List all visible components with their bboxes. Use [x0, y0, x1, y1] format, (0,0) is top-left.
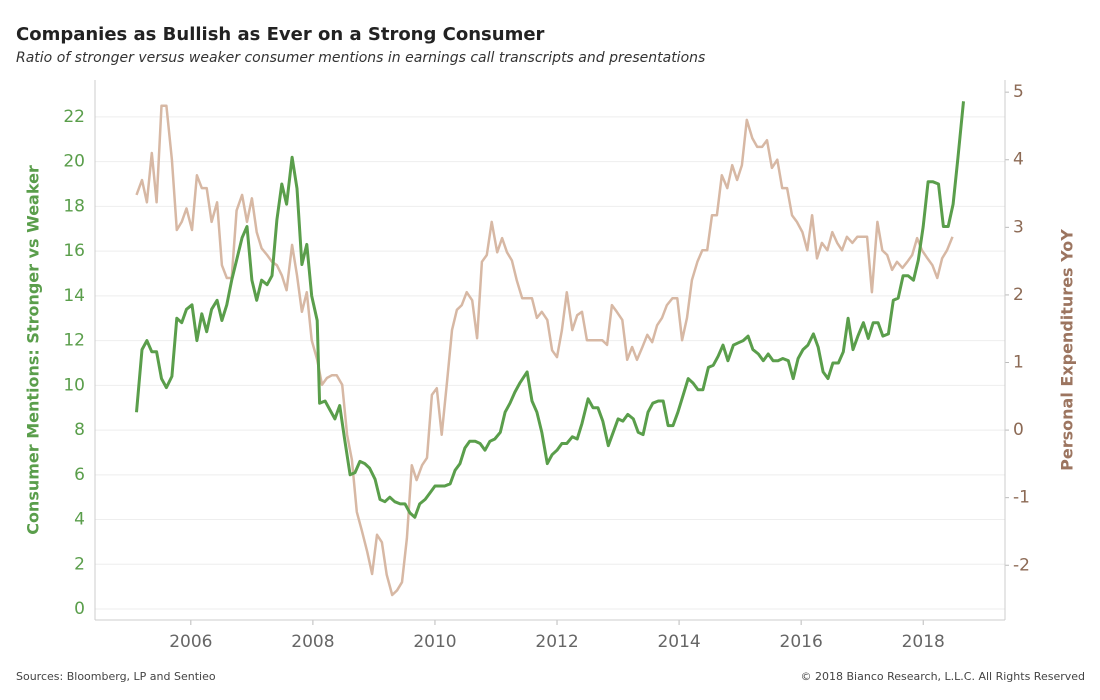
source: Sources: Bloomberg, LP and Sentieo — [16, 670, 216, 683]
y2-axis-label: Personal Expenditures YoY — [1058, 229, 1077, 471]
x-tick-label: 2016 — [780, 632, 823, 652]
y-tick-label: 14 — [63, 286, 85, 306]
line-series — [135, 104, 954, 597]
chart-subtitle: Ratio of stronger versus weaker consumer… — [16, 50, 705, 66]
y-tick-label: 6 — [74, 465, 85, 485]
y-tick-label: 8 — [74, 420, 85, 440]
line-series — [135, 101, 965, 519]
y2-tick-label: 1 — [1013, 353, 1024, 373]
y-tick-label: 22 — [63, 107, 85, 127]
y-axis-label: Consumer Mentions: Stronger vs Weaker — [24, 165, 43, 535]
x-tick-label: 2014 — [657, 632, 700, 652]
x-tick-label: 2018 — [902, 632, 945, 652]
y2-tick-label: 2 — [1013, 285, 1024, 305]
y2-tick-label: 0 — [1013, 420, 1024, 440]
y-tick-label: 12 — [63, 331, 85, 351]
y-tick-label: 0 — [74, 599, 85, 619]
y-tick-label: 10 — [63, 375, 85, 395]
x-tick-label: 2010 — [413, 632, 456, 652]
y-tick-label: 2 — [74, 554, 85, 574]
y2-tick-label: 3 — [1013, 217, 1024, 237]
y-tick-label: 18 — [63, 196, 85, 216]
x-tick-label: 2012 — [535, 632, 578, 652]
x-tick-label: 2008 — [291, 632, 334, 652]
y2-tick-label: 5 — [1013, 82, 1024, 102]
y2-tick-label: -1 — [1013, 488, 1030, 508]
x-tick-label: 2006 — [169, 632, 212, 652]
y2-tick-label: 4 — [1013, 150, 1024, 170]
y-tick-label: 16 — [63, 241, 85, 261]
y2-tick-label: -2 — [1013, 555, 1030, 575]
chart-title: Companies as Bullish as Ever on a Strong… — [16, 24, 545, 45]
copyright: © 2018 Bianco Research, L.L.C. All Right… — [801, 670, 1085, 683]
y-tick-label: 4 — [74, 510, 85, 530]
y-tick-label: 20 — [63, 152, 85, 172]
